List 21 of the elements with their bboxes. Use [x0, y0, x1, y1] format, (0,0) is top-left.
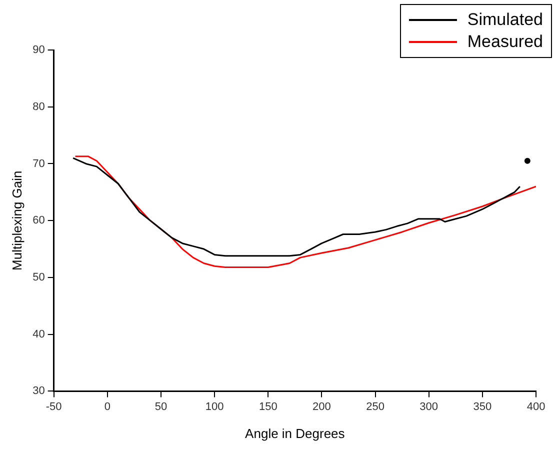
y-tick-label: 70 [32, 158, 45, 170]
x-tick-label: 400 [526, 400, 546, 413]
y-tick-label: 60 [32, 214, 45, 227]
y-tick-label: 50 [32, 272, 45, 284]
y-tick-label: 90 [32, 44, 45, 56]
legend-label: Measured [467, 32, 543, 52]
legend-label: Simulated [467, 10, 543, 30]
x-tick-label: 150 [258, 400, 278, 413]
y-tick-label: 40 [32, 328, 45, 340]
y-tick-label: 30 [32, 385, 45, 398]
y-axis-title: Multiplexing Gain [9, 170, 24, 270]
x-tick-label: 100 [205, 400, 224, 413]
x-tick-label: 200 [312, 400, 331, 413]
x-tick-label: 250 [366, 400, 384, 413]
x-tick-label: 300 [420, 400, 438, 413]
x-tick-label: -50 [46, 400, 62, 413]
x-tick-label: 50 [154, 400, 168, 413]
x-tick-label: 0 [104, 400, 110, 413]
y-tick-label: 80 [32, 100, 45, 113]
x-tick-label: 350 [473, 400, 492, 413]
x-axis-title: Angle in Degrees [245, 426, 346, 441]
